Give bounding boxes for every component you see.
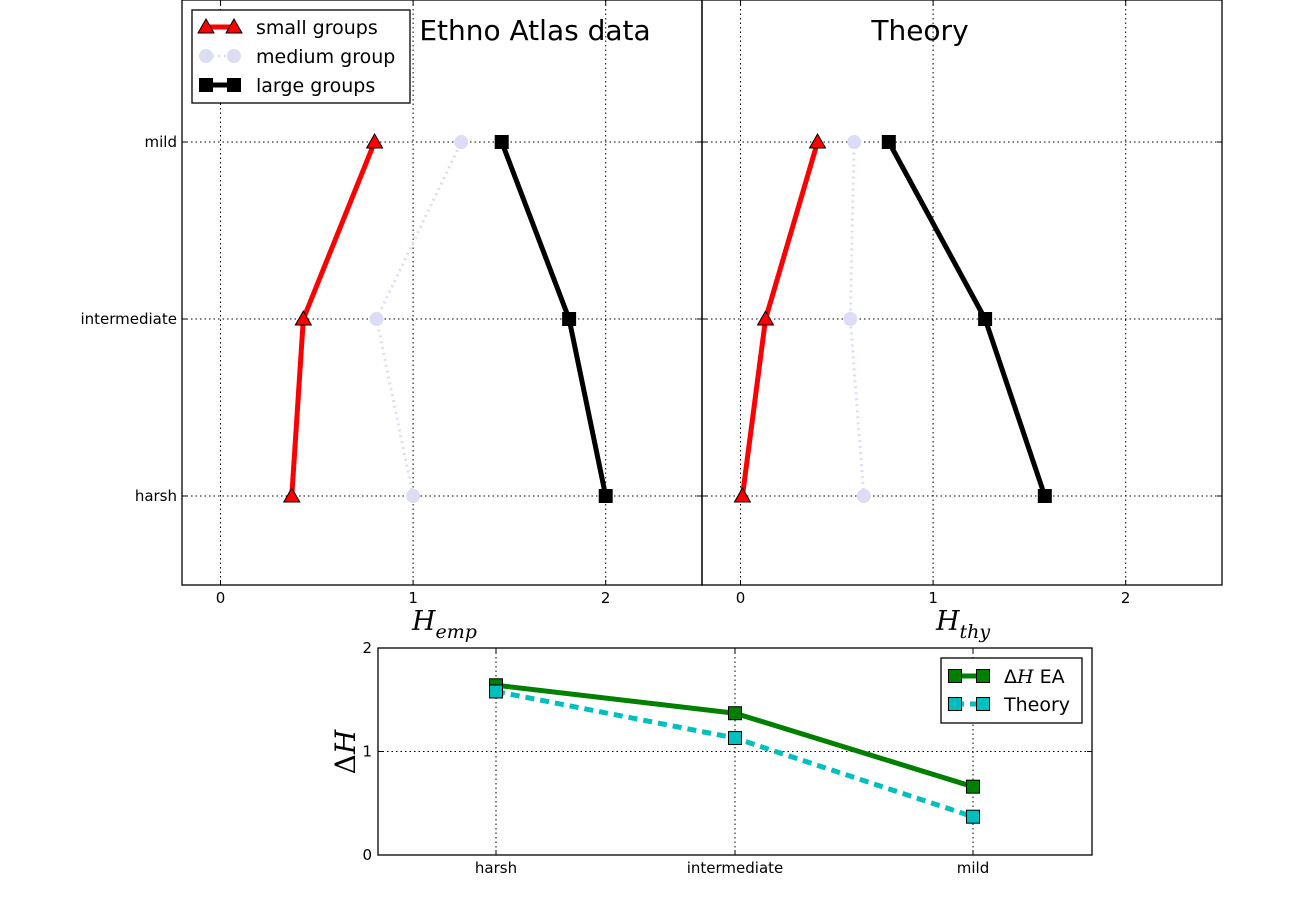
panel-1-xtick-label: 0 <box>216 589 226 607</box>
legend-marker-Theory <box>948 697 962 711</box>
legend-marker-medium-group <box>199 49 213 63</box>
legend-marker-EA <box>976 669 990 683</box>
panel-1-data-point-small-groups <box>282 486 301 503</box>
panel-1-data-point-medium-group <box>369 312 384 326</box>
legend-marker-small-groups <box>197 17 215 34</box>
panel-3-ylabel-base: H <box>329 729 362 755</box>
panel-3-frame <box>377 647 1093 856</box>
panel-1-xlabel: Hemp <box>411 606 477 643</box>
legend-marker-medium-group <box>227 49 241 63</box>
legend-label-small-groups: small groups <box>256 17 378 39</box>
panel-2-data-point-large-groups <box>1037 489 1052 503</box>
panel-2-xtick-label: 1 <box>928 589 938 607</box>
panel-2-xlabel-sub: thy <box>960 621 991 643</box>
panel-1-data-point-large-groups <box>562 312 577 326</box>
panel-3-ytick-label: 2 <box>362 639 372 657</box>
series-layer <box>282 132 1052 824</box>
panel-3-data-point-Theory <box>489 684 503 699</box>
panel-2-xlabel: Hthy <box>935 606 990 643</box>
panel-3-ylabel-prefix: Δ <box>329 754 362 774</box>
legend-marker-large-groups <box>199 78 213 92</box>
category-label-harsh: harsh <box>135 487 177 505</box>
legend-marker-large-groups <box>227 78 241 92</box>
axes-frames <box>181 0 1223 856</box>
panel-1-xtick-label: 1 <box>408 589 418 607</box>
panel-3-category-label-mild: mild <box>957 859 989 877</box>
legend-name: EA <box>1034 666 1065 688</box>
panel-1-data-point-medium-group <box>454 135 469 149</box>
panel-2-series-line-large-groups <box>886 140 1048 497</box>
legend-marker-Theory <box>976 697 990 711</box>
category-label-mild: mild <box>145 133 177 151</box>
panel-1-xtick-label: 2 <box>601 589 611 607</box>
panel-2-data-point-small-groups <box>733 486 752 503</box>
panel-3-category-label-intermediate: intermediate <box>687 859 784 877</box>
legend-marker-EA <box>948 669 962 683</box>
panel-2-data-point-small-groups <box>756 309 775 326</box>
legend-box-panel-3 <box>940 657 1083 724</box>
category-label-intermediate: intermediate <box>80 310 177 328</box>
panel-2-title: Theory <box>870 14 968 47</box>
panel-2-data-point-large-groups <box>978 312 993 326</box>
panel-3-data-point-Theory <box>966 809 980 824</box>
panel-3-data-point-Theory <box>728 731 742 746</box>
panel-3-ylabel: ΔH <box>329 729 362 774</box>
panel-2-data-point-medium-group <box>847 135 862 149</box>
panel-2-xlabel-base: H <box>935 606 960 637</box>
legend-math-prefix: Δ <box>1004 666 1017 688</box>
panel-1-series-line-large-groups <box>499 141 609 497</box>
panel-1-xlabel-base: H <box>411 606 436 637</box>
panel-2-data-point-medium-group <box>843 312 858 326</box>
panel-1-data-point-medium-group <box>406 489 421 503</box>
panel-3-data-point-EA <box>966 779 980 794</box>
panel-1-data-point-small-groups <box>365 132 384 149</box>
panel-3-ytick-label: 0 <box>362 846 372 864</box>
panel-2-data-point-large-groups <box>881 135 896 149</box>
panel-1-xlabel-sub: emp <box>436 621 477 643</box>
panel-1-data-point-large-groups <box>494 135 509 149</box>
legend-label-medium-group: medium group <box>256 46 395 68</box>
legend-math-base: H <box>1016 666 1034 688</box>
legend-label-Theory: Theory <box>1003 694 1070 716</box>
panel-2-data-point-medium-group <box>856 489 871 503</box>
panel-1-data-point-small-groups <box>294 309 313 326</box>
legend-label-large-groups: large groups <box>256 75 375 97</box>
panel-3-ytick-label: 1 <box>362 743 372 761</box>
panel-2-data-point-small-groups <box>808 132 827 149</box>
panel-2-xtick-label: 2 <box>1121 589 1131 607</box>
panel-2-xtick-label: 0 <box>736 589 746 607</box>
panel-1-data-point-large-groups <box>598 489 613 503</box>
panel-2-series-line-medium-group <box>848 141 866 497</box>
legend-label-EA: ΔH EA <box>1004 666 1065 688</box>
panel-3-category-label-harsh: harsh <box>475 859 517 877</box>
panel-2-frame <box>701 0 1223 586</box>
panel-1-title: Ethno Atlas data <box>419 14 650 47</box>
panel-3-data-point-EA <box>728 706 742 721</box>
legend-marker-small-groups <box>225 17 243 34</box>
